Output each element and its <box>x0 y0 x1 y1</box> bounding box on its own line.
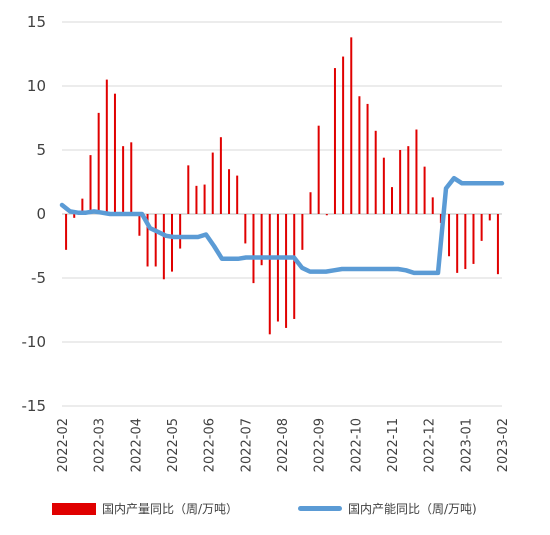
x-tick-label: 2022-09 <box>313 418 328 472</box>
bar <box>333 68 336 214</box>
x-tick-label: 2022-02 <box>56 418 71 472</box>
x-tick-label: 2022-08 <box>276 418 291 472</box>
x-tick-label: 2022-06 <box>203 418 218 472</box>
x-tick-label: 2022-04 <box>129 418 144 472</box>
bar <box>73 214 76 218</box>
x-tick-label: 2022-05 <box>166 418 181 472</box>
bar <box>244 214 247 244</box>
bar <box>179 214 182 249</box>
bar <box>374 130 377 214</box>
x-tick-label: 2022-07 <box>239 418 254 472</box>
y-tick-label: -5 <box>31 269 46 287</box>
legend-swatch-line <box>298 506 342 511</box>
bar <box>65 214 68 250</box>
legend-label-capacity: 国内产能同比（周/万吨) <box>348 502 477 516</box>
bar <box>439 214 442 223</box>
x-tick-label: 2022-10 <box>349 418 364 472</box>
bar <box>154 214 157 267</box>
bar <box>366 103 369 214</box>
bar <box>276 214 279 322</box>
bar <box>309 192 312 214</box>
bar <box>407 146 410 214</box>
bar <box>236 175 239 214</box>
bar <box>342 56 345 215</box>
bar <box>391 187 393 214</box>
bar <box>187 165 190 214</box>
bar <box>456 214 459 273</box>
bar <box>415 129 418 214</box>
bar <box>285 214 288 328</box>
bar <box>382 157 385 214</box>
bar <box>252 214 255 284</box>
bar <box>89 155 92 214</box>
bar <box>496 214 499 275</box>
legend-swatch-bar <box>52 502 96 515</box>
bar <box>325 214 328 216</box>
bar <box>464 214 467 270</box>
bar <box>350 37 353 214</box>
bar <box>146 214 149 267</box>
legend-item-capacity: 国内产能同比（周/万吨) <box>298 500 477 517</box>
bar <box>211 152 214 214</box>
y-tick-label: 0 <box>36 205 46 223</box>
y-tick-label: 15 <box>27 13 46 31</box>
bar <box>219 137 222 214</box>
bar <box>268 214 271 335</box>
x-tick-label: 2022-03 <box>93 418 108 472</box>
bar <box>301 214 304 250</box>
bar <box>228 169 231 214</box>
bar <box>122 146 125 214</box>
bar <box>162 214 165 280</box>
bar <box>105 79 108 214</box>
y-tick-label: -15 <box>22 397 47 415</box>
bar <box>293 214 296 319</box>
x-tick-label: 2023-02 <box>496 418 511 472</box>
bar <box>358 96 361 214</box>
y-tick-label: -10 <box>22 333 47 351</box>
bar <box>399 150 402 214</box>
bar <box>203 184 206 214</box>
bar <box>472 214 475 264</box>
x-tick-label: 2022-11 <box>386 418 401 472</box>
bar <box>138 214 141 236</box>
x-tick-label: 2023-01 <box>459 418 474 472</box>
bar <box>97 112 100 214</box>
legend: 国内产量同比（周/万吨） 国内产能同比（周/万吨) <box>0 500 550 524</box>
y-tick-label: 10 <box>27 77 46 95</box>
x-tick-label: 2022-12 <box>423 418 438 472</box>
bar <box>195 185 198 214</box>
bar <box>488 214 491 221</box>
bar <box>171 214 173 272</box>
chart-plot: 15 10 5 0 -5 -10 -15 2022-02 2022-03 2022-04 2022-… <box>22 13 512 472</box>
legend-label-production: 国内产量同比（周/万吨） <box>102 502 239 516</box>
bar <box>431 197 434 214</box>
bar <box>260 214 263 266</box>
bar <box>81 198 84 214</box>
legend-item-production: 国内产量同比（周/万吨） <box>52 500 238 517</box>
bar <box>113 93 116 214</box>
bar <box>317 125 320 214</box>
bar <box>448 214 451 257</box>
capacity-line <box>59 175 505 276</box>
y-tick-label: 5 <box>36 141 46 159</box>
bar <box>130 142 133 214</box>
bar <box>480 214 483 241</box>
bar <box>423 166 426 214</box>
